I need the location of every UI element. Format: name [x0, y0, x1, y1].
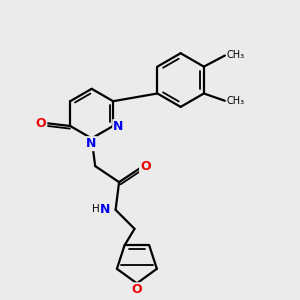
Text: N: N — [86, 137, 96, 150]
Text: H: H — [92, 204, 100, 214]
Text: CH₃: CH₃ — [226, 96, 244, 106]
Text: O: O — [36, 117, 46, 130]
Text: CH₃: CH₃ — [226, 50, 244, 60]
Text: N: N — [100, 203, 111, 216]
Text: O: O — [132, 283, 142, 296]
Text: N: N — [113, 120, 124, 133]
Text: O: O — [140, 160, 151, 173]
